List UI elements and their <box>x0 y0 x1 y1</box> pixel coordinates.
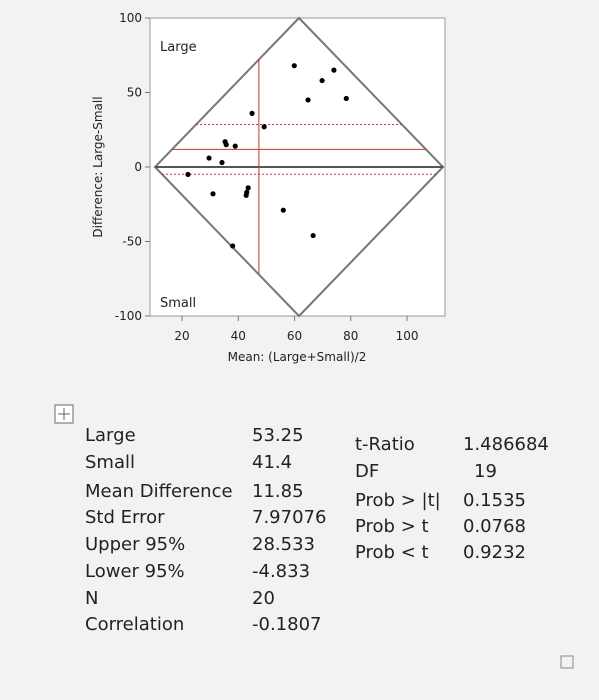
stat-label: Mean Difference <box>85 481 233 502</box>
stat-value: 0.0768 <box>463 516 526 537</box>
point <box>305 97 311 103</box>
y-tick-label: 100 <box>119 11 142 25</box>
stat-label: Upper 95% <box>85 534 185 555</box>
stat-label: Large <box>85 425 136 446</box>
stat-label: Prob > |t| <box>355 490 441 511</box>
point <box>219 159 225 166</box>
stat-value: 0.1535 <box>463 490 526 511</box>
stat-value: 19 <box>474 461 497 482</box>
point <box>244 189 250 195</box>
y-tick-label: -100 <box>115 309 142 323</box>
stat-label: Std Error <box>85 507 165 528</box>
stat-label: DF <box>355 461 379 482</box>
point <box>185 171 191 178</box>
x-tick-label: 80 <box>343 329 358 343</box>
x-tick-label: 100 <box>396 329 419 343</box>
stat-value: 28.533 <box>252 534 315 555</box>
stat-label: t-Ratio <box>355 434 415 455</box>
region-label: Large <box>160 40 197 55</box>
stat-label: Prob < t <box>355 542 429 563</box>
point <box>261 124 267 130</box>
point <box>232 143 238 149</box>
stat-value: -0.1807 <box>252 614 321 635</box>
x-tick-label: 60 <box>287 329 302 343</box>
point <box>310 232 316 239</box>
stat-value: 11.85 <box>252 481 304 502</box>
y-tick-label: -50 <box>122 235 142 249</box>
point <box>223 142 229 148</box>
icon-plus <box>58 408 70 420</box>
stat-value: -4.833 <box>252 561 310 582</box>
y-tick-label: 50 <box>127 86 142 100</box>
point <box>249 110 255 116</box>
stat-value: 41.4 <box>252 452 292 473</box>
y-tick-label: 0 <box>134 160 142 174</box>
stat-label: Small <box>85 452 135 473</box>
stat-label: Prob > t <box>355 516 429 537</box>
point <box>280 207 286 213</box>
x-axis-label: Mean: (Large+Small)/2 <box>228 350 367 364</box>
stat-value: 1.486684 <box>463 434 549 455</box>
stat-label: N <box>85 588 98 609</box>
point <box>331 67 337 73</box>
x-tick-label: 20 <box>174 329 189 343</box>
stat-label: Correlation <box>85 614 184 635</box>
stat-value: 53.25 <box>252 425 304 446</box>
stat-label: Lower 95% <box>85 561 185 582</box>
point <box>291 63 297 69</box>
point <box>245 185 251 191</box>
point <box>343 95 349 102</box>
stat-value: 7.97076 <box>252 507 326 528</box>
point <box>210 191 216 197</box>
region-label: Small <box>160 296 196 311</box>
point <box>319 77 325 84</box>
stat-value: 0.9232 <box>463 542 526 563</box>
checkbox[interactable] <box>560 655 574 669</box>
point <box>206 155 212 161</box>
point <box>230 243 236 249</box>
x-tick-label: 40 <box>231 329 246 343</box>
y-axis-label: Difference: Large-Small <box>91 96 105 237</box>
diamond <box>153 16 445 318</box>
stat-value: 20 <box>252 588 275 609</box>
